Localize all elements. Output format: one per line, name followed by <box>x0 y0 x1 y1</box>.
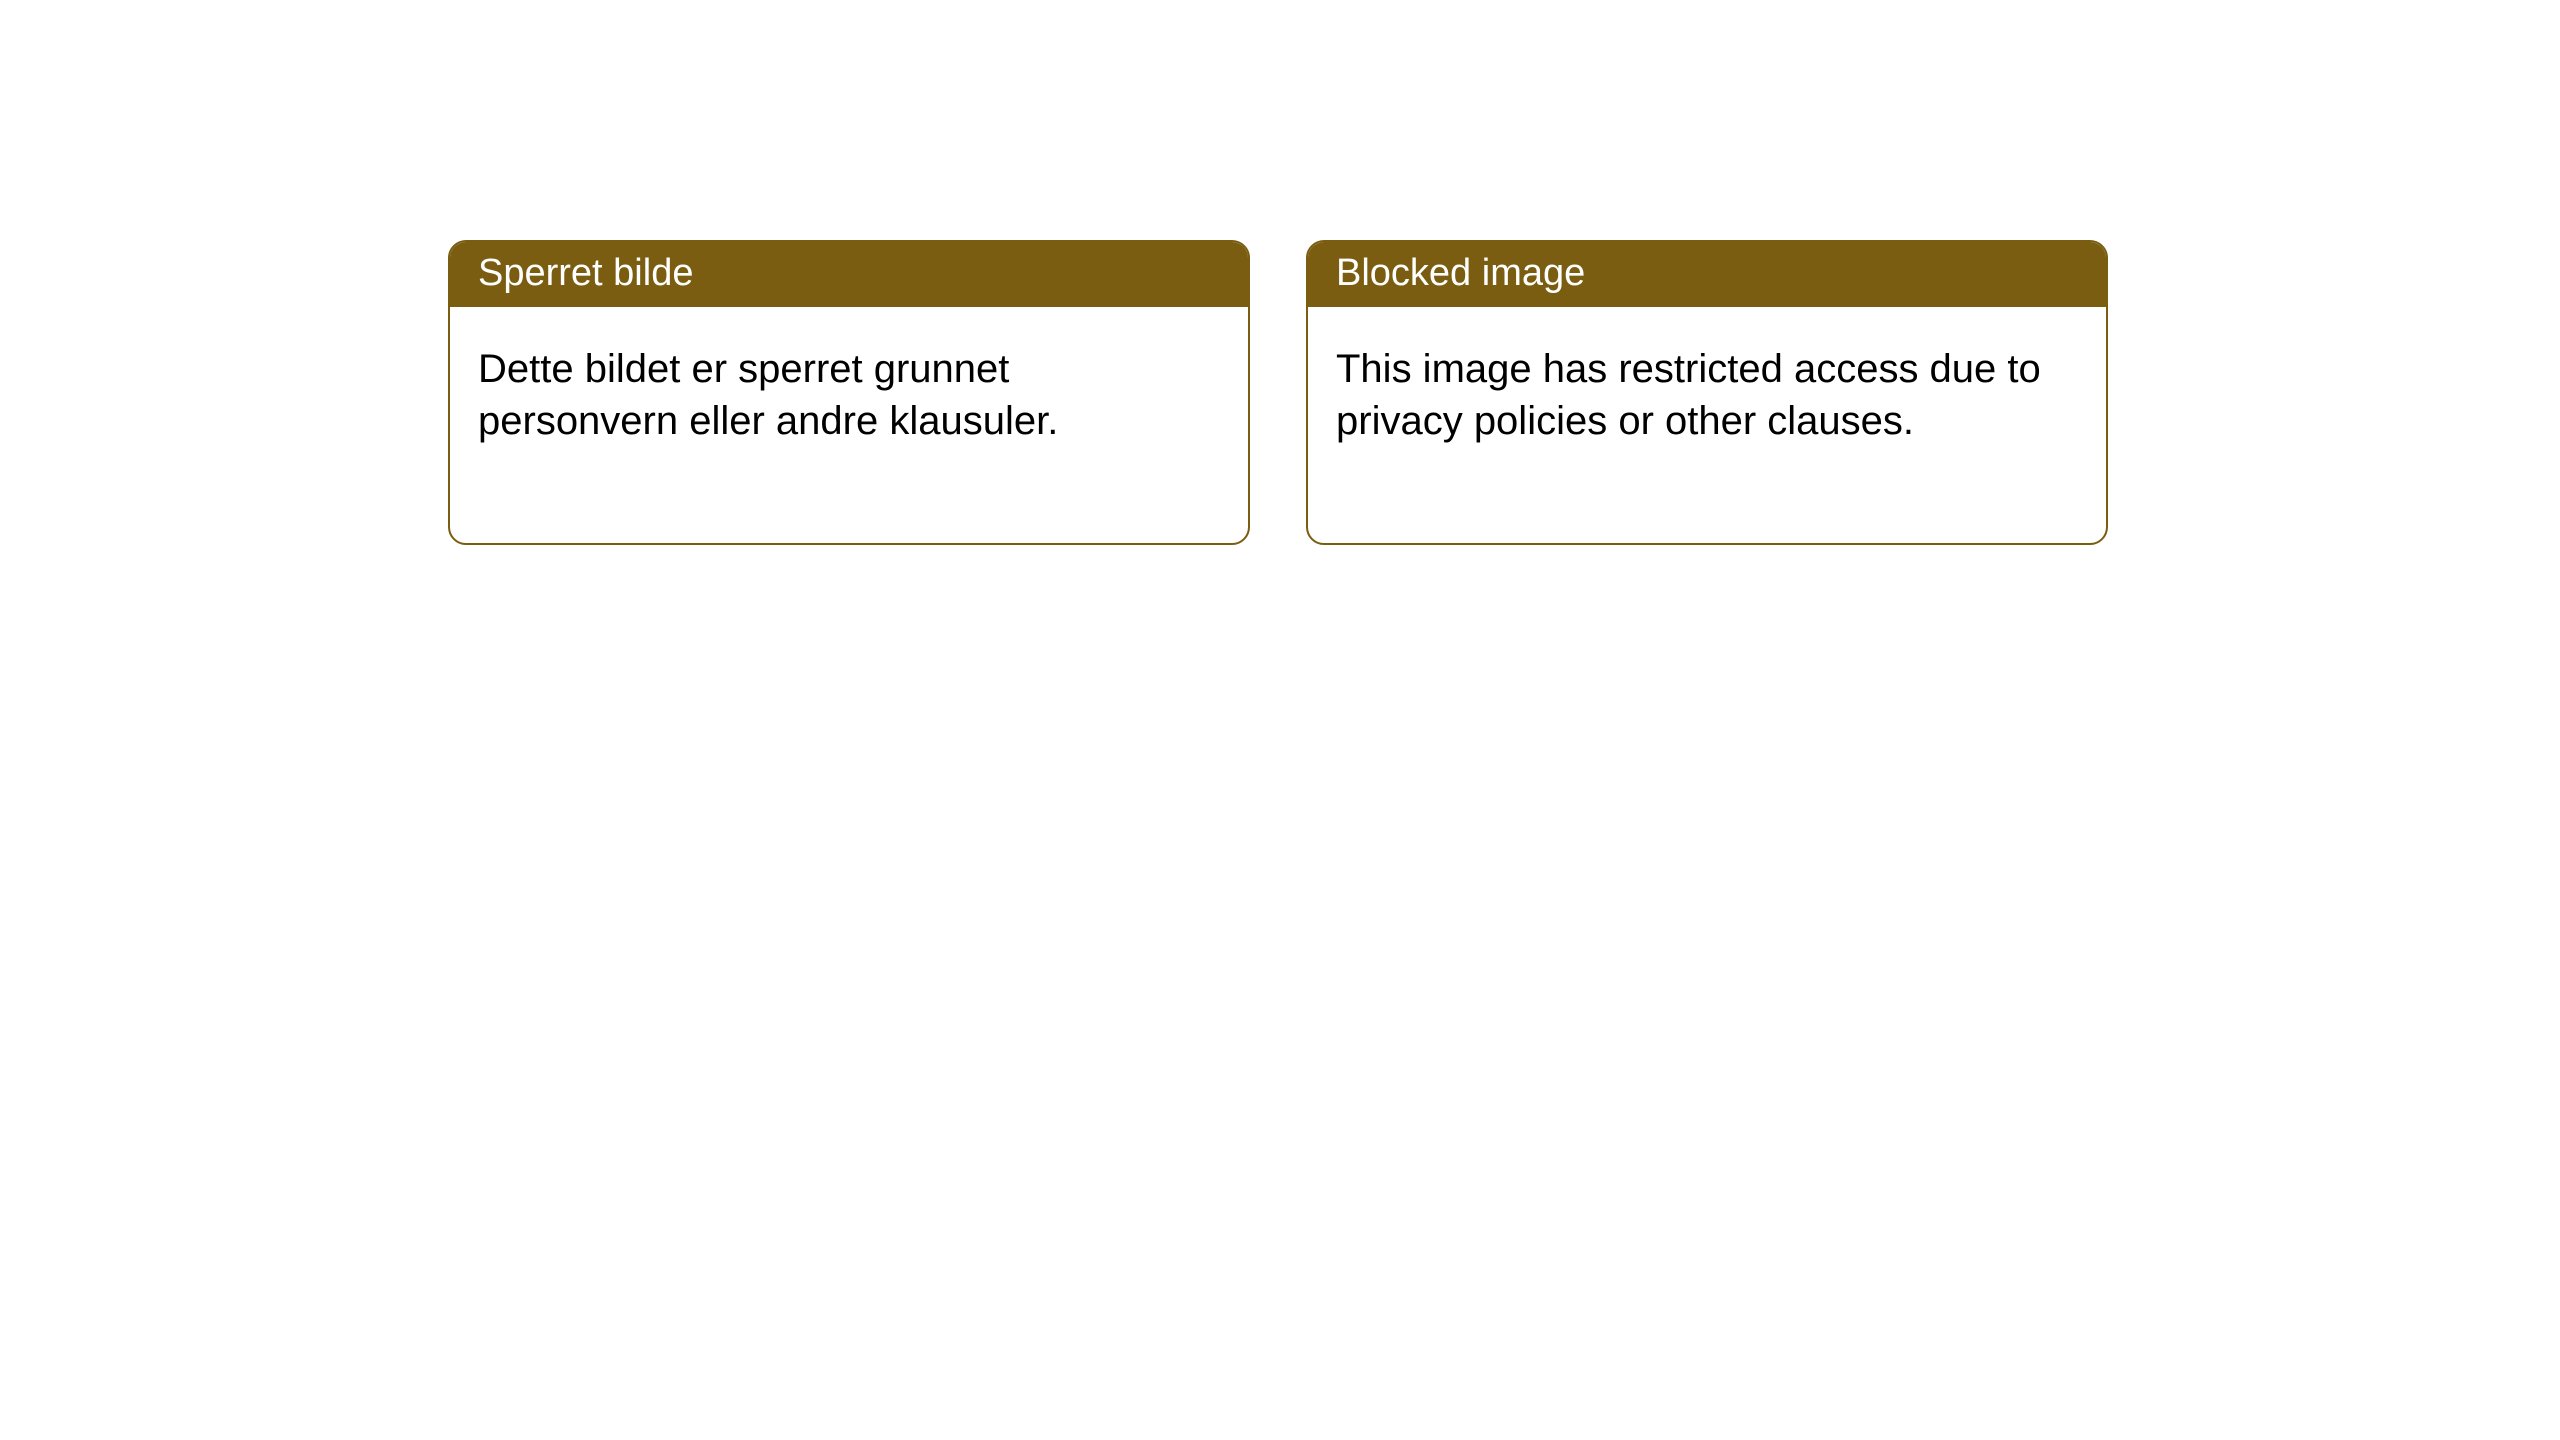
notice-card-body: This image has restricted access due to … <box>1308 307 2106 543</box>
notice-container: Sperret bilde Dette bildet er sperret gr… <box>0 0 2560 545</box>
notice-card-title: Blocked image <box>1308 242 2106 307</box>
notice-card-norwegian: Sperret bilde Dette bildet er sperret gr… <box>448 240 1250 545</box>
notice-card-english: Blocked image This image has restricted … <box>1306 240 2108 545</box>
notice-card-body: Dette bildet er sperret grunnet personve… <box>450 307 1248 543</box>
notice-card-title: Sperret bilde <box>450 242 1248 307</box>
